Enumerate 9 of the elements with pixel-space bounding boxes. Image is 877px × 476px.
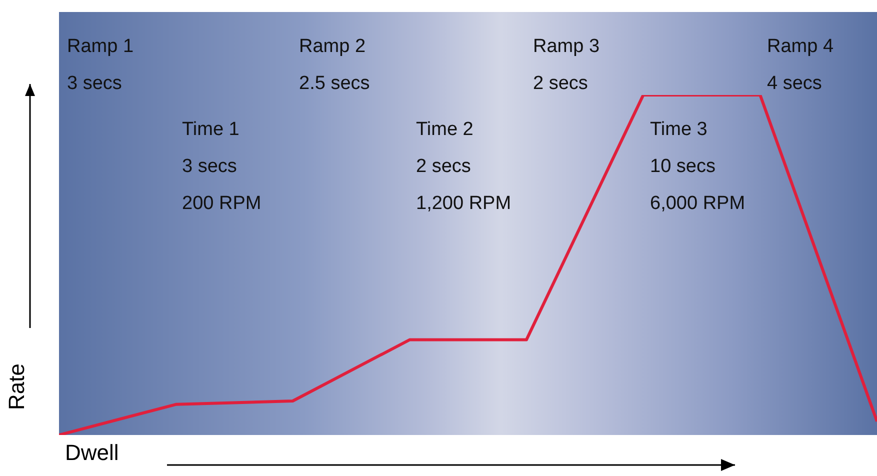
text: Ramp 2 2.5 secs xyxy=(299,35,370,96)
annotation: Time 1 3 secs 200 RPM xyxy=(182,118,262,216)
annotation: Time 2 2 secs 1,200 RPM xyxy=(416,118,512,216)
annotation: Time 3 10 secs 6,000 RPM xyxy=(650,118,746,216)
y-axis-title: Rate xyxy=(4,364,30,410)
text: Ramp 4 4 secs xyxy=(767,35,834,96)
x-axis-title: Dwell xyxy=(65,440,119,466)
text: Ramp 1 3 secs xyxy=(67,35,134,96)
text: Ramp 3 2 secs xyxy=(533,35,600,96)
